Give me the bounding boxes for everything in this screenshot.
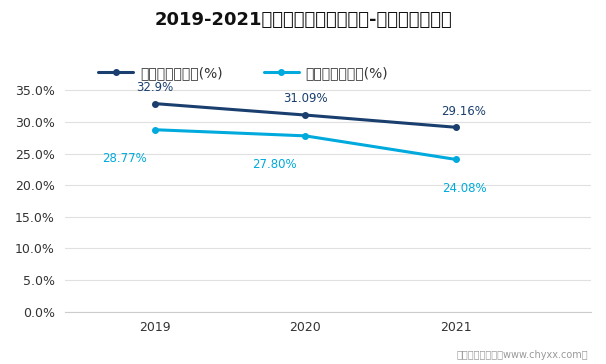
安井食品毛利率(%) [302,134,309,138]
三全食品毛利率(%) [152,102,159,106]
Text: 2019-2021年三全食品及安井食品-面米制品毛利率: 2019-2021年三全食品及安井食品-面米制品毛利率 [154,11,452,29]
Text: 31.09%: 31.09% [283,92,328,105]
Text: 29.16%: 29.16% [442,104,487,118]
三全食品毛利率(%) [452,125,459,130]
Text: 28.77%: 28.77% [102,152,147,165]
Text: 24.08%: 24.08% [442,182,486,195]
三全食品毛利率(%) [302,113,309,117]
安井食品毛利率(%) [152,127,159,132]
Line: 三全食品毛利率(%): 三全食品毛利率(%) [152,101,458,130]
Text: 制图：智研咨询（www.chyxx.com）: 制图：智研咨询（www.chyxx.com） [456,351,588,360]
Legend: 三全食品毛利率(%), 安井食品毛利率(%): 三全食品毛利率(%), 安井食品毛利率(%) [93,60,394,86]
安井食品毛利率(%) [452,157,459,162]
Text: 27.80%: 27.80% [252,158,297,171]
Line: 安井食品毛利率(%): 安井食品毛利率(%) [152,127,458,162]
Text: 32.9%: 32.9% [136,81,173,94]
